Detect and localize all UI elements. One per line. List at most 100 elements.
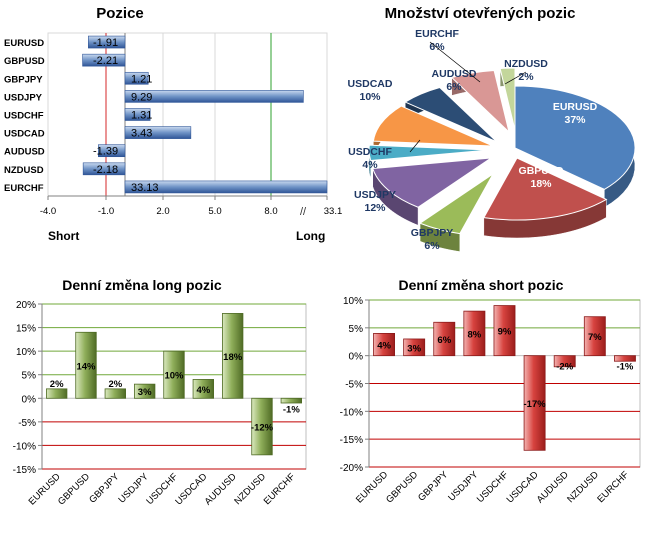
positions-x-tick-label: 8.0 xyxy=(264,206,277,217)
pie-slice-value: 37% xyxy=(564,114,586,126)
daily-long-y-tick-label: 5% xyxy=(22,371,37,382)
daily-short-category-label: EURCHF xyxy=(595,469,631,505)
positions-category-label: GBPJPY xyxy=(4,74,43,85)
pie-slice-value: 18% xyxy=(530,178,552,190)
positions-bar xyxy=(124,90,304,103)
daily-long-bar xyxy=(280,397,303,404)
positions-bar xyxy=(82,162,126,176)
pie-leader-line xyxy=(504,71,527,85)
pie-slice xyxy=(372,105,494,147)
pie-slice-label: EURCHF xyxy=(415,28,459,40)
daily-long-y-tick-label: 15% xyxy=(16,324,36,335)
daily-short-value-label: 3% xyxy=(407,343,421,354)
positions-category-label: NZDUSD xyxy=(4,165,44,176)
positions-bar xyxy=(124,180,328,194)
daily-short-value-label: -2% xyxy=(556,362,573,373)
pie-slice-label: AUDUSD xyxy=(432,68,477,80)
daily-short-value-label: 7% xyxy=(588,332,602,343)
positions-x-tick-label: 33.1 xyxy=(324,206,343,217)
positions-value-label: 9.29 xyxy=(131,91,152,103)
daily-long-bar xyxy=(75,331,97,399)
positions-category-label: AUDUSD xyxy=(4,147,45,158)
positions-x-tick-label: 5.0 xyxy=(208,206,221,217)
daily-long-category-label: GBPUSD xyxy=(56,471,92,507)
positions-bar xyxy=(124,71,149,85)
daily-long-bar xyxy=(192,379,214,399)
daily-long-category-label: GBPJPY xyxy=(87,471,122,506)
daily-short-bar xyxy=(614,355,636,362)
pie-slice-label: USDCAD xyxy=(348,78,393,90)
pie-slice-value: 2% xyxy=(518,71,534,83)
open-interest-title: Množství otevřených pozic xyxy=(385,5,576,22)
daily-long-bar xyxy=(163,350,185,399)
daily-short-y-tick-label: -20% xyxy=(340,463,363,474)
positions-x-tick-label: 2.0 xyxy=(156,206,169,217)
daily-short-y-tick-label: 0% xyxy=(349,352,364,363)
positions-value-label: 1.21 xyxy=(131,73,152,85)
daily-long-category-label: AUDUSD xyxy=(203,471,239,507)
daily-long-value-label: 18% xyxy=(223,352,243,363)
pie-slice xyxy=(483,157,608,221)
daily-long-value-label: 3% xyxy=(138,387,152,398)
positions-title: Pozice xyxy=(96,5,144,22)
pie-slice xyxy=(372,157,492,208)
positions-value-label: 3.43 xyxy=(131,128,152,140)
daily-long-bar xyxy=(251,397,273,456)
pie-slice xyxy=(368,144,490,162)
positions-value-label: -1.91 xyxy=(93,37,118,49)
daily-short-bar xyxy=(523,355,546,451)
daily-short-y-tick-label: 10% xyxy=(343,296,363,307)
positions-axis-break: // xyxy=(300,206,307,218)
daily-long-value-label: 14% xyxy=(76,361,96,372)
pie-slice-value: 12% xyxy=(364,202,386,214)
daily-long-value-label: -12% xyxy=(251,423,274,434)
daily-long-y-tick-label: 10% xyxy=(16,347,36,358)
daily-short-y-tick-label: -5% xyxy=(345,380,363,391)
daily-short-y-tick-label: -10% xyxy=(340,407,363,418)
pie-slice-label: EURUSD xyxy=(553,101,598,113)
daily-long-bar xyxy=(104,388,126,399)
positions-category-label: USDJPY xyxy=(4,92,43,103)
daily-long-bar xyxy=(221,313,244,399)
positions-bar xyxy=(124,108,151,121)
daily-short-y-tick-label: 5% xyxy=(349,324,364,335)
daily-long-y-tick-label: -15% xyxy=(13,465,36,476)
daily-long-value-label: 10% xyxy=(164,371,184,382)
pie-slice-label: USDJPY xyxy=(354,189,396,201)
daily-short-bar xyxy=(433,321,456,357)
daily-short-bar xyxy=(403,338,426,357)
pie-slice-label: GBPJPY xyxy=(411,227,454,239)
daily-short-value-label: 6% xyxy=(437,335,451,346)
positions-bar xyxy=(88,35,126,49)
daily-long-y-tick-label: 20% xyxy=(16,300,36,311)
positions-bar xyxy=(82,53,126,67)
positions-bar xyxy=(124,126,192,139)
pie-slice xyxy=(514,85,636,190)
pie-slice-value: 6% xyxy=(446,81,462,93)
positions-x-tick-label: -1.0 xyxy=(98,206,114,217)
positions-category-label: GBPUSD xyxy=(4,56,45,67)
pie-slice-value: 4% xyxy=(362,159,378,171)
positions-category-label: USDCAD xyxy=(4,129,45,140)
pie-slice-value: 10% xyxy=(359,91,381,103)
daily-long-value-label: -1% xyxy=(283,404,300,415)
daily-short-category-label: AUDUSD xyxy=(535,469,571,505)
pie-slice-label: USDCHF xyxy=(348,146,392,158)
pie-slice-value: 6% xyxy=(429,41,445,53)
pie-slice-value: 6% xyxy=(424,240,440,252)
daily-long-title: Denní změna long pozic xyxy=(62,277,222,293)
daily-long-category-label: EURCHF xyxy=(262,471,298,507)
positions-x-tick-label: -4.0 xyxy=(40,206,56,217)
daily-long-value-label: 2% xyxy=(50,379,64,390)
daily-short-value-label: -17% xyxy=(524,399,547,410)
positions-category-label: EURUSD xyxy=(4,38,44,49)
pie-slice xyxy=(419,173,494,235)
daily-short-category-label: NZDUSD xyxy=(565,469,601,505)
positions-right-label: Long xyxy=(296,229,325,243)
pie-leader-line xyxy=(429,41,481,83)
daily-short-value-label: 8% xyxy=(468,329,482,340)
pie-slice xyxy=(499,67,516,131)
daily-long-value-label: 2% xyxy=(108,379,122,390)
pie-slice xyxy=(450,69,510,134)
